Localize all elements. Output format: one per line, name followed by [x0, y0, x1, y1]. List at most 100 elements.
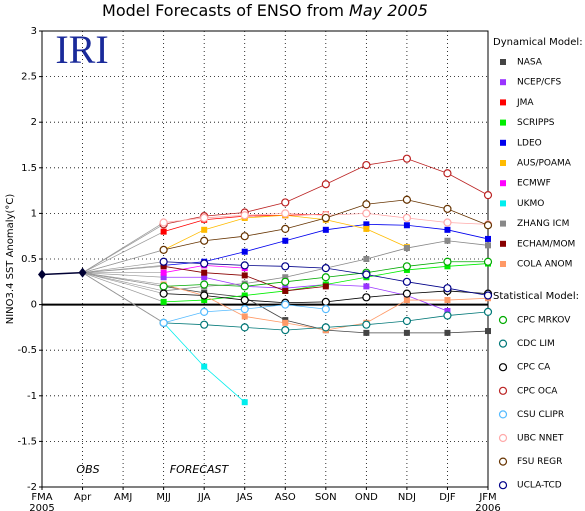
- y-tick-label: -0.5: [17, 345, 37, 356]
- data-point: [240, 282, 249, 291]
- data-point: [363, 329, 370, 336]
- legend-marker: [498, 386, 508, 395]
- chart-title: Model Forecasts of ENSO from May 2005: [102, 1, 428, 20]
- data-point: [240, 261, 249, 270]
- legend-label: CSU CLIPR: [517, 410, 564, 420]
- legend-label: CPC MRKOV: [517, 316, 571, 326]
- connector: [82, 265, 164, 274]
- connector: [82, 272, 164, 303]
- logo: IRI: [55, 27, 108, 72]
- data-point: [201, 363, 208, 370]
- data-point: [321, 213, 330, 223]
- data-point: [322, 226, 329, 233]
- y-tick-label: -2: [27, 482, 37, 493]
- connector: [82, 272, 164, 292]
- data-point: [159, 245, 168, 254]
- series-line: [163, 322, 245, 403]
- data-point: [160, 228, 167, 235]
- title-text: Model Forecasts of ENSO from: [102, 1, 344, 20]
- data-point: [321, 305, 330, 314]
- data-point: [362, 320, 371, 329]
- data-point: [321, 180, 330, 189]
- legend-marker: [500, 59, 506, 65]
- data-point: [443, 257, 452, 266]
- data-point: [403, 222, 410, 229]
- legend-label: LDEO: [517, 138, 542, 148]
- data-point: [402, 195, 412, 204]
- data-point: [281, 300, 290, 309]
- data-point: [403, 329, 410, 336]
- data-point: [485, 328, 491, 335]
- data-point: [241, 248, 248, 255]
- start-year: 2005: [29, 503, 54, 511]
- data-point: [321, 297, 330, 306]
- data-point: [200, 320, 209, 329]
- x-tick-label: AMJ: [114, 492, 132, 503]
- data-point: [485, 242, 491, 249]
- legend-marker: [500, 180, 506, 187]
- data-point: [322, 283, 329, 290]
- annotation: FORECAST: [170, 463, 230, 476]
- legend-label: CDC LIM: [517, 339, 555, 349]
- data-point: [362, 200, 371, 209]
- data-point: [483, 257, 493, 266]
- data-point: [444, 237, 451, 244]
- data-point: [444, 263, 451, 270]
- data-point: [444, 307, 451, 314]
- legend-marker: [500, 261, 506, 267]
- data-point: [200, 291, 209, 300]
- y-axis-label: NINO3.4 SST Anomaly(°C): [5, 194, 16, 325]
- data-point: [483, 307, 493, 316]
- data-point: [362, 270, 371, 279]
- legend-marker: [498, 339, 508, 348]
- data-point: [281, 198, 290, 207]
- x-tick-label: JFM: [478, 492, 496, 503]
- data-point: [443, 284, 452, 293]
- legend-label: UBC NNET: [517, 434, 564, 444]
- data-point: [321, 323, 330, 332]
- data-point: [363, 283, 370, 290]
- y-tick-label: -1.5: [17, 436, 37, 447]
- data-point: [321, 273, 330, 282]
- data-point: [363, 256, 370, 262]
- data-point: [159, 318, 168, 327]
- legend-label: ECMWF: [517, 179, 551, 189]
- data-point: [200, 213, 209, 223]
- y-tick-label: 0.5: [21, 254, 37, 265]
- x-tick-label: JAS: [236, 492, 253, 503]
- legend-label: CPC CA: [517, 363, 551, 373]
- legend-label: JMA: [516, 98, 534, 108]
- data-point: [403, 245, 410, 252]
- data-point: [159, 218, 168, 227]
- legend-title: Dynamical Model:: [493, 37, 583, 48]
- x-tick-label: SON: [315, 492, 337, 503]
- data-point: [159, 257, 168, 266]
- data-point: [200, 236, 209, 245]
- data-point: [443, 169, 452, 178]
- x-tick-label: JJA: [197, 492, 211, 503]
- data-point: [160, 298, 167, 305]
- data-point: [485, 235, 491, 242]
- connector: [82, 222, 164, 273]
- data-point: [281, 277, 290, 286]
- data-point: [443, 311, 452, 320]
- connector: [82, 272, 164, 278]
- data-point: [483, 191, 493, 200]
- legend-marker: [500, 220, 506, 227]
- data-point: [241, 313, 248, 320]
- legend-label: UKMO: [517, 199, 544, 209]
- data-point: [159, 282, 168, 291]
- data-point: [282, 237, 289, 244]
- data-point: [402, 154, 412, 163]
- data-point: [160, 263, 167, 270]
- data-point: [444, 329, 451, 336]
- data-point: [201, 274, 208, 281]
- y-tick-label: 0: [31, 300, 37, 311]
- data-point: [159, 289, 168, 298]
- data-point: [363, 225, 370, 232]
- legend-marker: [500, 99, 506, 106]
- data-point: [282, 274, 289, 281]
- data-point: [240, 232, 249, 241]
- legend-marker: [500, 119, 506, 126]
- x-tick-label: NDJ: [398, 492, 416, 503]
